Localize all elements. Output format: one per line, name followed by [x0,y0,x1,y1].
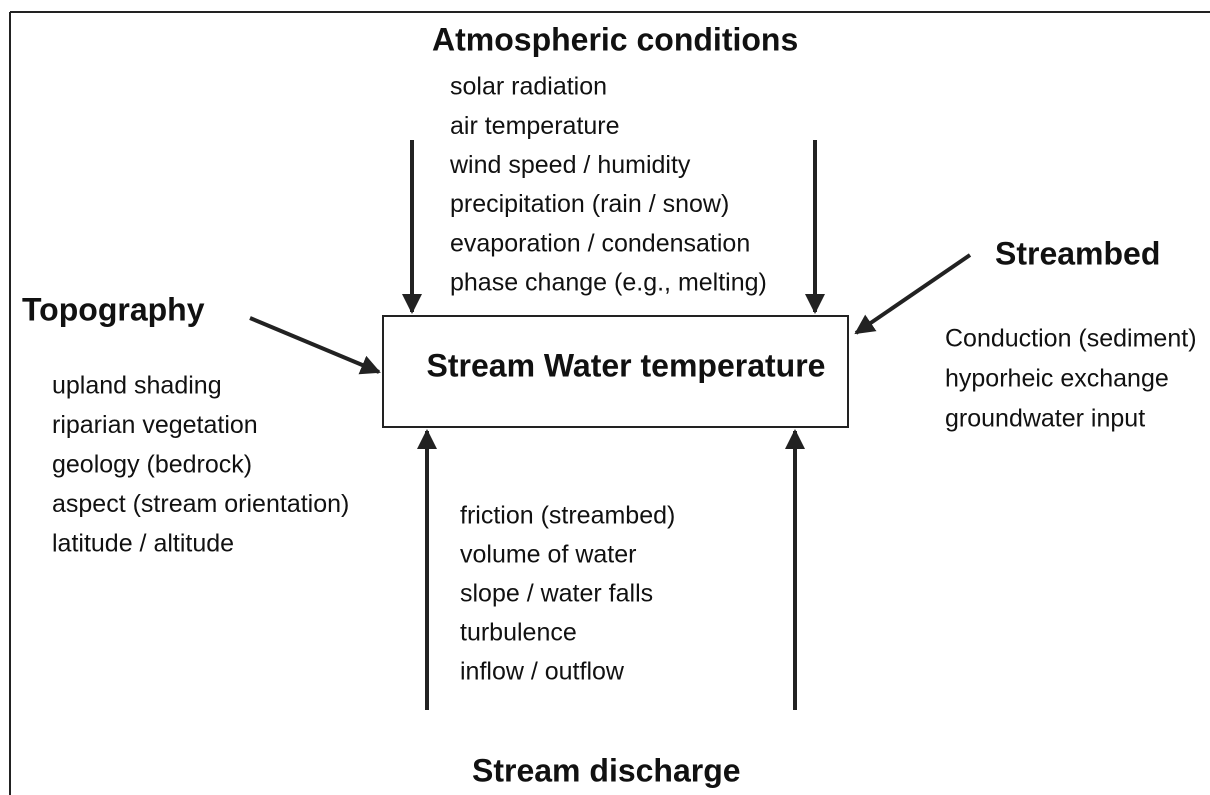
group-item: latitude / altitude [52,530,234,558]
group-item: groundwater input [945,405,1145,433]
group-item: solar radiation [450,73,607,101]
group-title: Stream discharge [472,752,741,788]
group-item: phase change (e.g., melting) [450,269,767,297]
group-title: Atmospheric conditions [432,21,798,57]
group-title: Topography [22,291,205,327]
center-title: Stream Water temperature [427,347,826,383]
arrows [249,140,972,710]
group-item: slope / water falls [460,580,653,608]
group-item: geology (bedrock) [52,451,252,479]
group-item: evaporation / condensation [450,229,750,257]
group-item: inflow / outflow [460,658,625,686]
center-box [382,315,849,428]
group-item: aspect (stream orientation) [52,490,349,518]
group-title: Streambed [995,235,1160,271]
group-item: hyporheic exchange [945,365,1169,393]
arrow [854,253,972,335]
arrow [249,316,381,375]
group-item: Conduction (sediment) [945,325,1197,353]
group-item: upland shading [52,372,222,400]
group-item: wind speed / humidity [449,151,691,179]
group-item: friction (streambed) [460,502,675,530]
group-item: air temperature [450,112,620,140]
group-item: riparian vegetation [52,411,258,439]
group-item: volume of water [460,541,636,569]
group-item: precipitation (rain / snow) [450,190,729,218]
group-item: turbulence [460,619,577,647]
